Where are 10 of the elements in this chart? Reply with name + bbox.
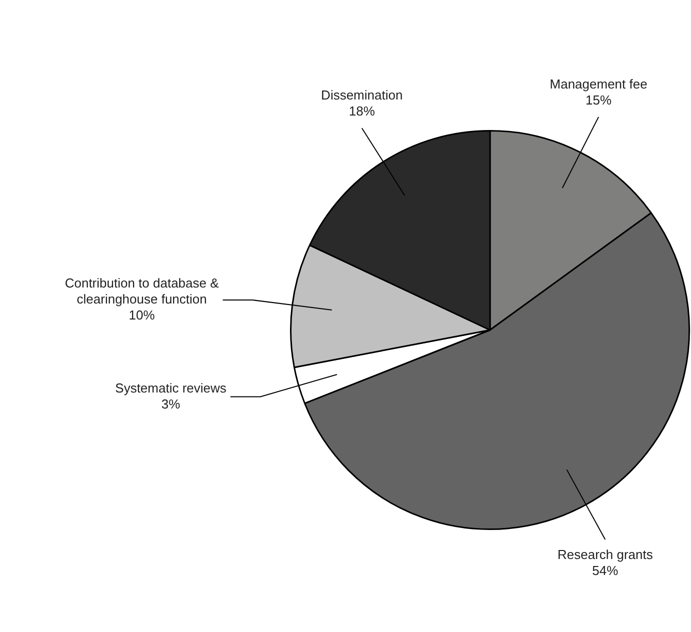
slice-label: Systematic reviews bbox=[115, 380, 227, 396]
slice-label: Contribution to database & clearinghouse function bbox=[64, 276, 220, 307]
data-label: 54% bbox=[592, 563, 619, 578]
slice-label: Dissemination bbox=[321, 88, 403, 103]
data-label: 3% bbox=[161, 396, 181, 412]
data-label: 10% bbox=[128, 308, 156, 323]
slice-label: Management fee bbox=[550, 76, 648, 92]
slice-label: Research grants bbox=[557, 547, 654, 562]
data-label: 18% bbox=[348, 104, 376, 119]
data-label: 15% bbox=[586, 92, 612, 108]
